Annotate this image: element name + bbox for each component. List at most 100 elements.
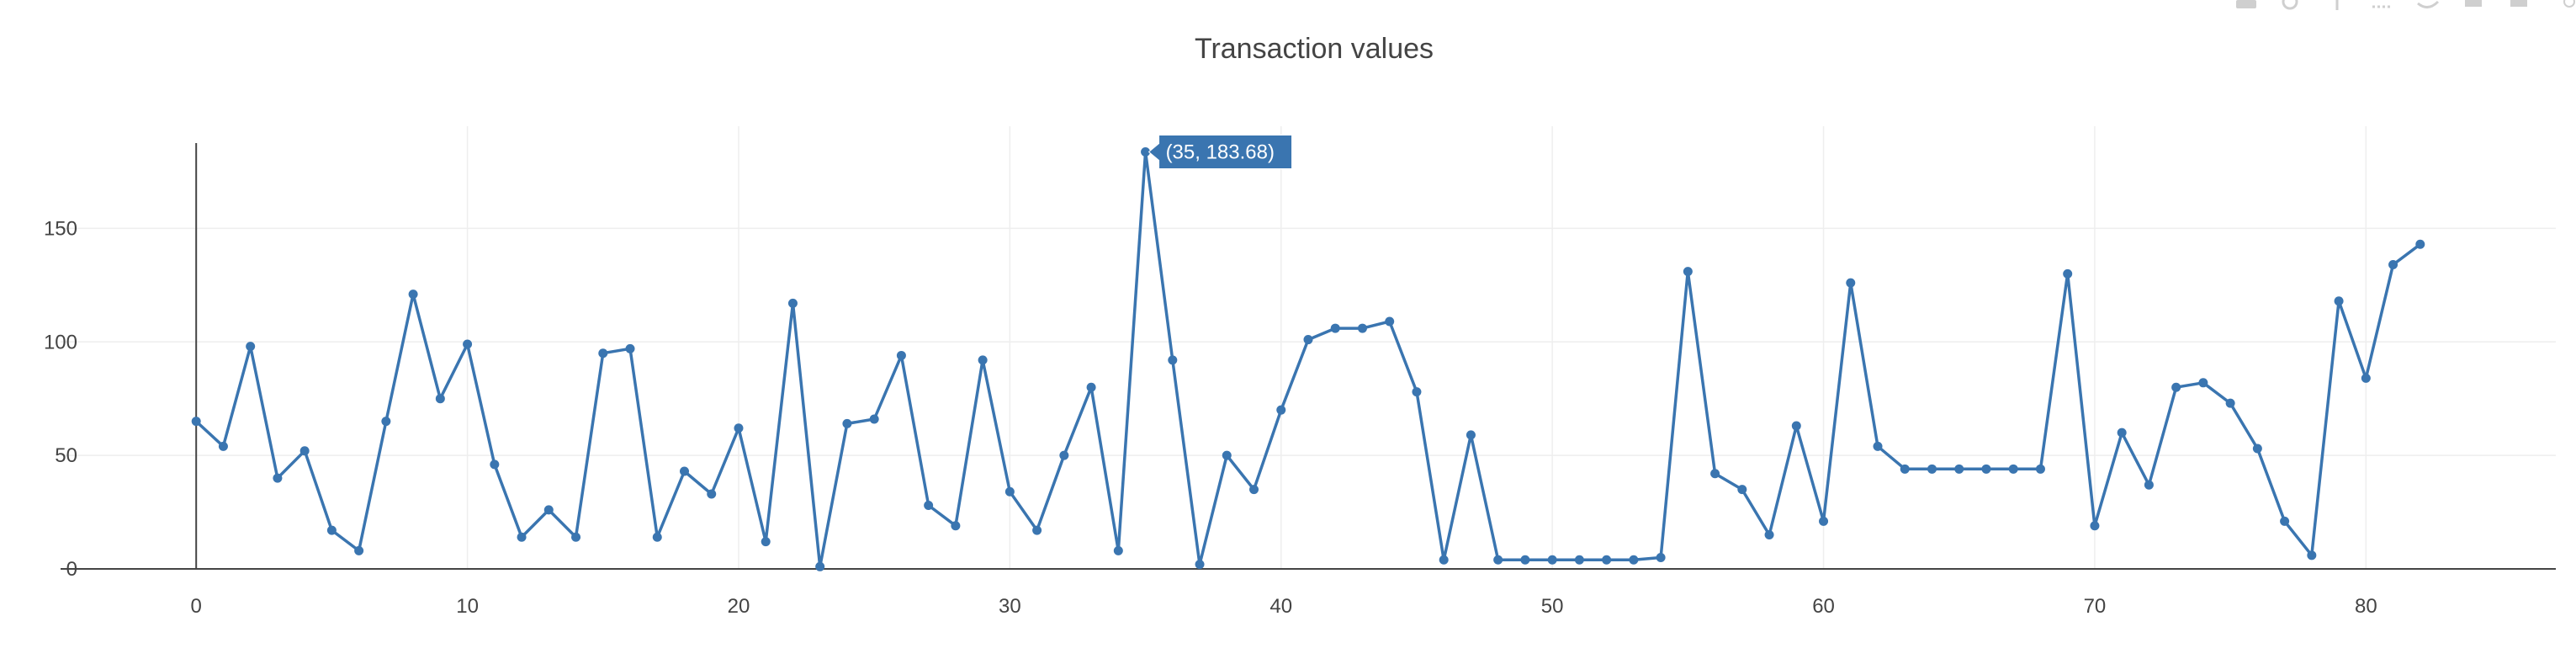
data-point[interactable] [2035,464,2045,474]
data-point[interactable] [1547,555,1557,565]
data-point[interactable] [1439,555,1449,565]
data-point[interactable] [787,298,798,308]
data-point[interactable] [1195,560,1205,570]
data-point[interactable] [1900,464,1910,474]
data-point[interactable] [1629,555,1639,565]
data-point[interactable] [1846,278,1856,288]
data-point[interactable] [1357,323,1367,333]
data-point[interactable] [869,414,879,424]
data-point[interactable] [2415,239,2425,249]
camera-icon[interactable] [2234,0,2258,10]
data-point[interactable] [2225,398,2235,408]
data-point[interactable] [707,489,717,499]
lasso-select-icon[interactable] [2416,0,2440,10]
data-point[interactable] [1466,430,1476,440]
data-point[interactable] [815,561,825,571]
data-point[interactable] [978,355,988,365]
data-point[interactable] [1602,555,1612,565]
data-point[interactable] [652,532,662,542]
x-tick-label: 50 [1541,595,1564,618]
data-point[interactable] [1683,267,1693,277]
chart-title: Transaction values [1195,33,1434,65]
data-point[interactable] [951,521,961,531]
data-point[interactable] [2117,428,2127,438]
data-point[interactable] [1276,405,1286,415]
data-point[interactable] [1303,335,1313,345]
data-point[interactable] [1168,355,1178,365]
data-point[interactable] [2361,373,2371,383]
modebar[interactable] [2234,0,2576,12]
data-point[interactable] [1520,555,1530,565]
data-point[interactable] [490,459,500,470]
data-point[interactable] [1954,464,1964,474]
data-point[interactable] [1032,525,1042,535]
data-point[interactable] [326,525,337,535]
data-point[interactable] [354,545,364,555]
data-point[interactable] [625,343,635,353]
y-tick-label: 150 [44,217,77,240]
data-point[interactable] [218,441,228,451]
data-point[interactable] [734,423,744,433]
data-point[interactable] [1086,382,1096,392]
data-point[interactable] [598,348,608,359]
data-point[interactable] [2307,550,2317,560]
data-point[interactable] [2144,480,2154,490]
data-point[interactable] [1981,464,1991,474]
data-point[interactable] [1574,555,1584,565]
data-point[interactable] [2252,444,2262,454]
data-point[interactable] [2198,378,2208,388]
data-point[interactable] [1737,485,1747,495]
data-point[interactable] [1656,553,1666,563]
data-point[interactable] [1710,469,1720,479]
data-point[interactable] [1004,486,1015,497]
data-point[interactable] [2090,521,2100,531]
box-select-icon[interactable] [2371,0,2394,10]
data-point[interactable] [1222,450,1232,460]
data-point[interactable] [463,339,473,349]
data-point[interactable] [1764,530,1774,540]
x-tick-label: 60 [1812,595,1835,618]
data-point[interactable] [1493,555,1503,565]
data-point[interactable] [571,532,581,542]
data-point[interactable] [543,505,554,515]
data-point[interactable] [842,418,852,428]
zoom-icon[interactable] [2280,0,2303,10]
data-point[interactable] [408,290,418,300]
data-point[interactable] [246,342,256,352]
data-point[interactable] [2388,260,2398,270]
data-point[interactable] [1412,387,1422,397]
data-point[interactable] [1141,147,1151,157]
data-point[interactable] [299,446,310,456]
data-point[interactable] [191,417,201,427]
data-point[interactable] [1330,323,1340,333]
zoom-out-icon[interactable] [2507,0,2531,10]
data-point[interactable] [680,466,689,476]
data-point[interactable] [1791,421,1801,431]
x-tick-label: 70 [2084,595,2107,618]
data-point[interactable] [896,350,906,360]
pan-icon[interactable] [2325,0,2349,10]
data-point[interactable] [2171,382,2181,392]
data-point[interactable] [1249,485,1259,495]
data-point[interactable] [1819,516,1829,526]
data-point[interactable] [924,500,934,510]
x-tick-label: 30 [999,595,1021,618]
data-point[interactable] [1873,441,1883,451]
data-point[interactable] [2008,464,2018,474]
data-point[interactable] [1059,450,1069,460]
zoom-in-icon[interactable] [2462,0,2485,10]
data-point[interactable] [1385,316,1395,327]
data-point[interactable] [273,473,283,483]
data-point[interactable] [2063,268,2073,279]
y-tick-label: 100 [44,331,77,353]
data-point[interactable] [1113,545,1123,555]
data-point[interactable] [435,394,445,404]
data-point[interactable] [381,417,391,427]
data-point[interactable] [2334,296,2344,306]
data-point[interactable] [761,537,771,547]
data-point[interactable] [2280,516,2290,526]
reset-axes-icon[interactable] [2552,0,2576,10]
data-point[interactable] [1927,464,1937,474]
data-point[interactable] [517,532,527,542]
